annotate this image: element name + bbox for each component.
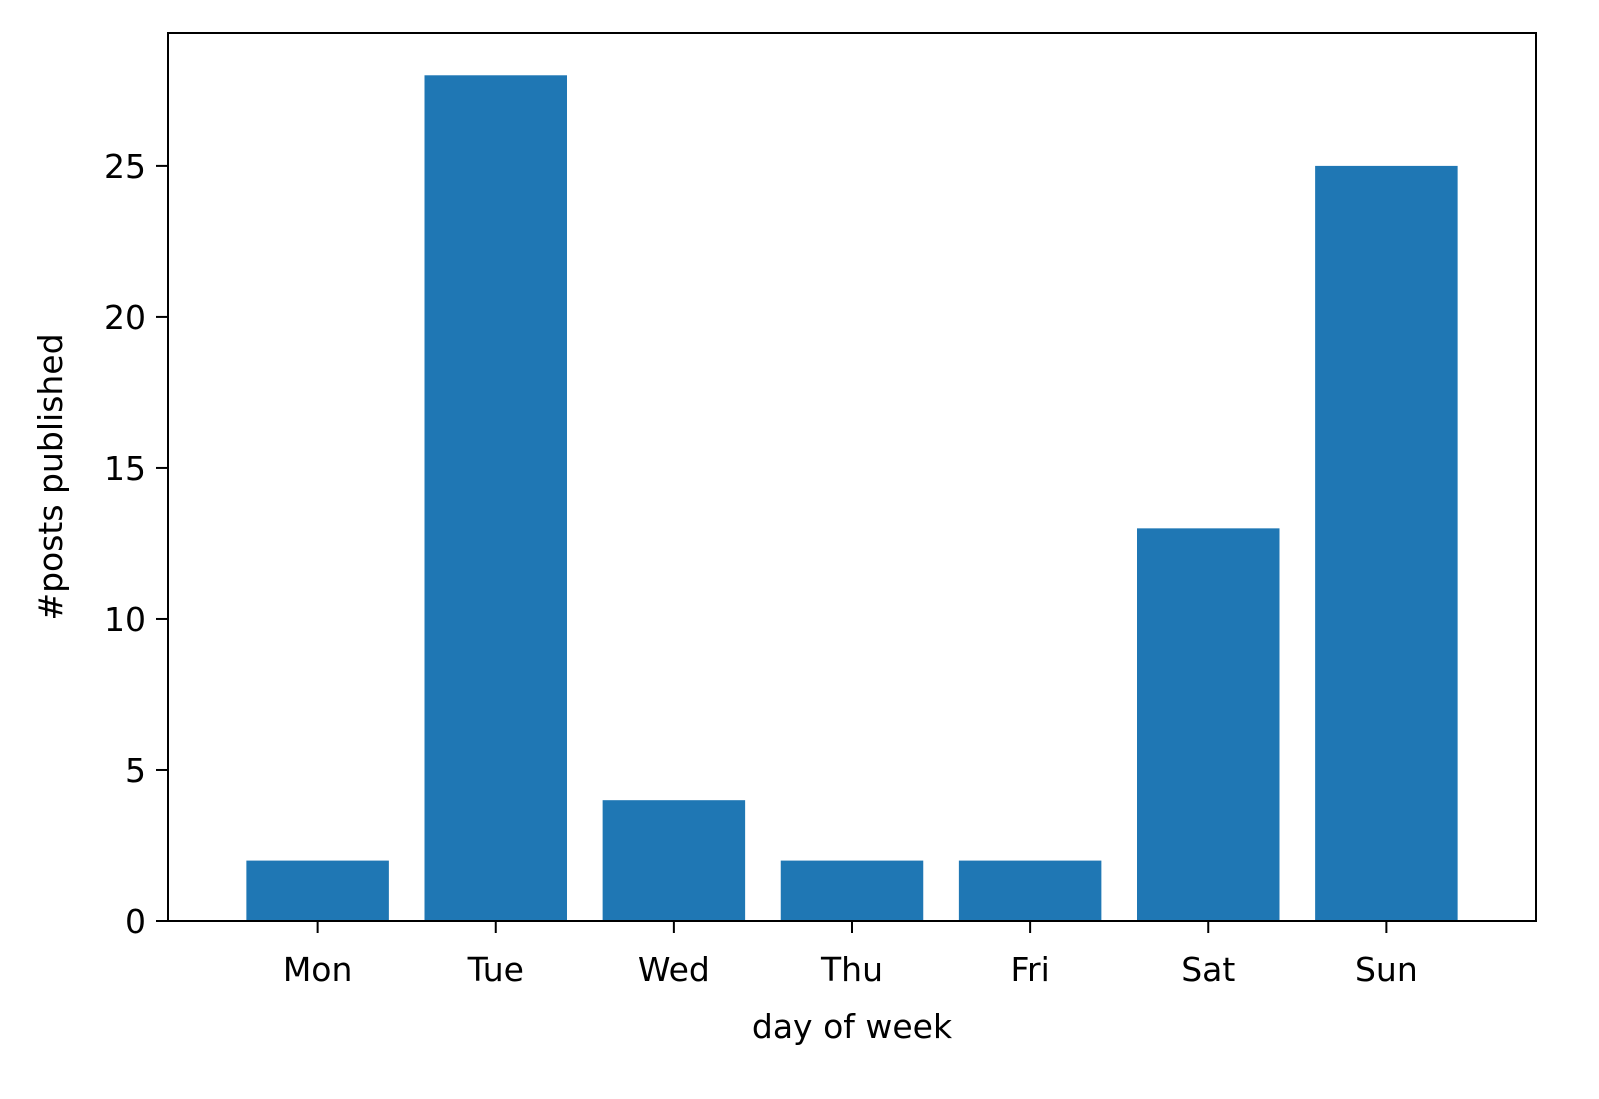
bar-wed <box>602 800 746 921</box>
x-axis-label: day of week <box>752 1007 953 1046</box>
x-tick-label: Sat <box>1181 950 1235 989</box>
bar-thu <box>780 860 924 921</box>
y-tick-label: 5 <box>125 751 146 790</box>
bar-sun <box>1315 165 1458 922</box>
x-axis-ticks: Mon Tue Wed Thu Fri Sat Sun <box>283 921 1418 989</box>
x-tick-label: Tue <box>467 950 524 989</box>
plot-frame <box>167 32 1537 922</box>
bar-fri <box>958 860 1102 921</box>
y-axis-ticks: 0 5 10 15 20 25 <box>104 147 168 941</box>
bar-mon <box>246 860 389 921</box>
x-tick-label: Sun <box>1355 950 1418 989</box>
x-tick-label: Wed <box>638 950 710 989</box>
y-tick-label: 0 <box>125 902 146 941</box>
y-tick-label: 10 <box>104 600 146 639</box>
y-axis-label: #posts published <box>31 333 70 620</box>
x-tick-label: Fri <box>1010 950 1049 989</box>
bars <box>246 75 1458 922</box>
x-tick-label: Mon <box>283 950 353 989</box>
bar-sat <box>1137 528 1280 921</box>
bar-tue <box>424 75 567 922</box>
y-tick-label: 25 <box>104 147 146 186</box>
y-tick-label: 20 <box>104 298 146 337</box>
x-tick-label: Thu <box>820 950 883 989</box>
y-tick-label: 15 <box>104 449 146 488</box>
